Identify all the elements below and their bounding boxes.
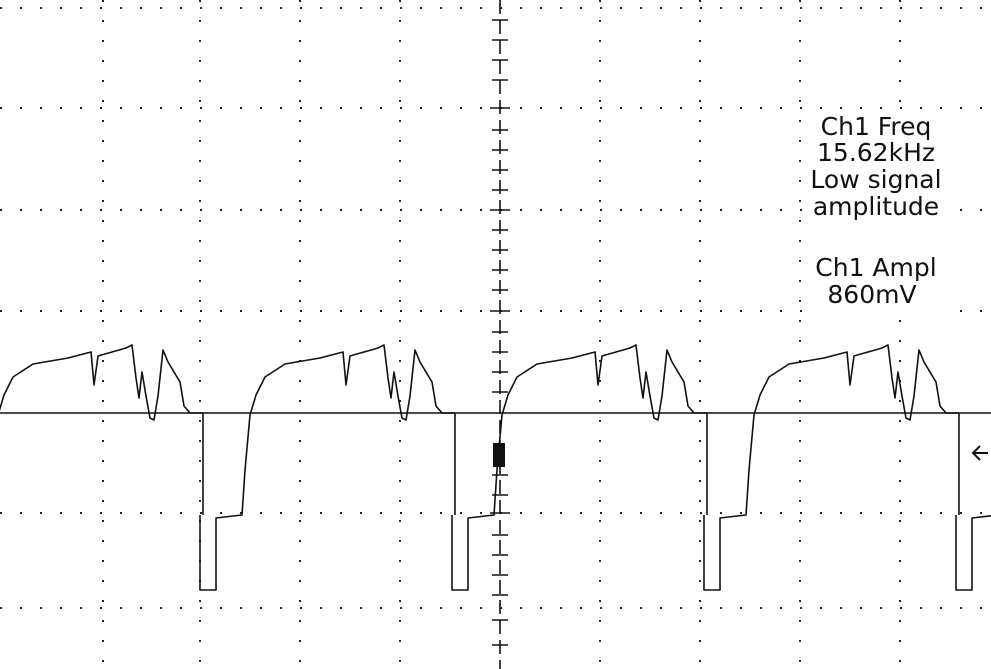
freq-value: 15.62kHz [817, 138, 935, 167]
page: Oscilloscope capture {"readout": {"freq_… [0, 0, 991, 669]
trigger-arrow [973, 446, 988, 460]
readout: Ch1 Freq 15.62kHz Low signal amplitude C… [810, 112, 941, 309]
ampl-value: 860mV [827, 280, 916, 309]
center-axes [0, 0, 991, 669]
freq-label: Ch1 Freq [821, 112, 932, 141]
waveform [0, 345, 991, 590]
scope-screen: Ch1 Freq 15.62kHz Low signal amplitude C… [0, 0, 991, 669]
warning-line: amplitude [813, 192, 939, 221]
warning-line: Low signal [810, 165, 941, 194]
ampl-label: Ch1 Ampl [815, 253, 936, 282]
body: Ch1 Freq 15.62kHz Low signal amplitude C… [0, 0, 991, 669]
ground-marker [493, 443, 505, 467]
grid [0, 0, 991, 669]
